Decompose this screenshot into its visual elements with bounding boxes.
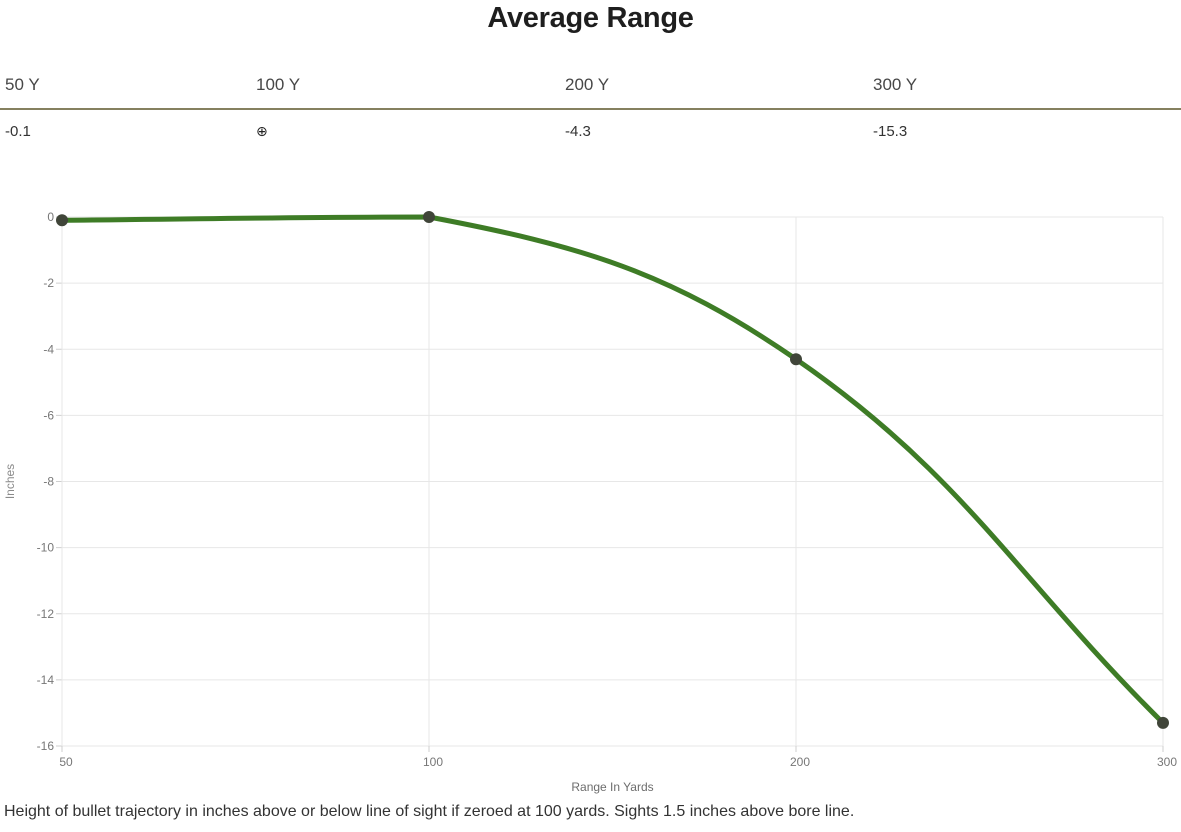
range-drop-value: -4.3 xyxy=(565,123,591,140)
range-drop-value: -15.3 xyxy=(873,123,908,140)
y-axis-tick-label: -10 xyxy=(37,541,55,555)
range-column-header: 100 Y xyxy=(256,75,301,94)
y-axis-tick-label: -14 xyxy=(37,673,55,687)
y-axis-tick-label: -4 xyxy=(43,342,54,356)
x-axis-tick-label: 200 xyxy=(790,755,810,769)
y-axis-tick-label: -8 xyxy=(43,475,54,489)
range-drop-value: ⊕ xyxy=(251,123,560,140)
page-title: Average Range xyxy=(487,2,694,34)
data-point-marker[interactable] xyxy=(423,211,435,223)
trajectory-chart-canvas: 0 -2 -4 -6 -8 -10 -12 -14 -16 50 100 200 300 Range In… xyxy=(3,210,1177,794)
range-drop-value: -0.1 xyxy=(5,123,31,140)
data-point-marker[interactable] xyxy=(790,353,802,366)
y-axis-tick-label: -6 xyxy=(43,408,54,422)
range-column-header: 200 Y xyxy=(565,75,610,94)
x-axis-title: Range In Yards xyxy=(571,780,653,794)
data-point-marker[interactable] xyxy=(56,214,68,227)
y-axis-tick-label: -12 xyxy=(37,607,55,621)
x-axis-tick-label: 100 xyxy=(423,755,443,769)
trajectory-line xyxy=(59,214,1166,726)
chart-footnote: Height of bullet trajectory in inches ab… xyxy=(4,803,855,820)
y-axis-tick-label: 0 xyxy=(47,210,54,224)
zero-crosshair-icon: ⊕ xyxy=(256,123,268,139)
range-summary-value-row: -0.1 ⊕ -4.3 -15.3 xyxy=(0,110,1181,140)
y-axis-title: Inches xyxy=(3,464,17,499)
range-summary-table: 50 Y 100 Y 200 Y 300 Y -0.1 ⊕ -4.3 -15.3 xyxy=(0,75,1181,140)
x-axis-tick-label: 50 xyxy=(59,755,73,769)
y-axis-tick-label: -2 xyxy=(43,276,54,290)
range-column-header: 300 Y xyxy=(873,75,918,94)
data-point-marker[interactable] xyxy=(1157,716,1169,729)
x-axis-tick-label: 300 xyxy=(1157,755,1177,769)
range-column-header: 50 Y xyxy=(5,75,40,94)
range-summary-header-row: 50 Y 100 Y 200 Y 300 Y xyxy=(0,75,1181,110)
y-axis-tick-label: -16 xyxy=(37,739,55,753)
